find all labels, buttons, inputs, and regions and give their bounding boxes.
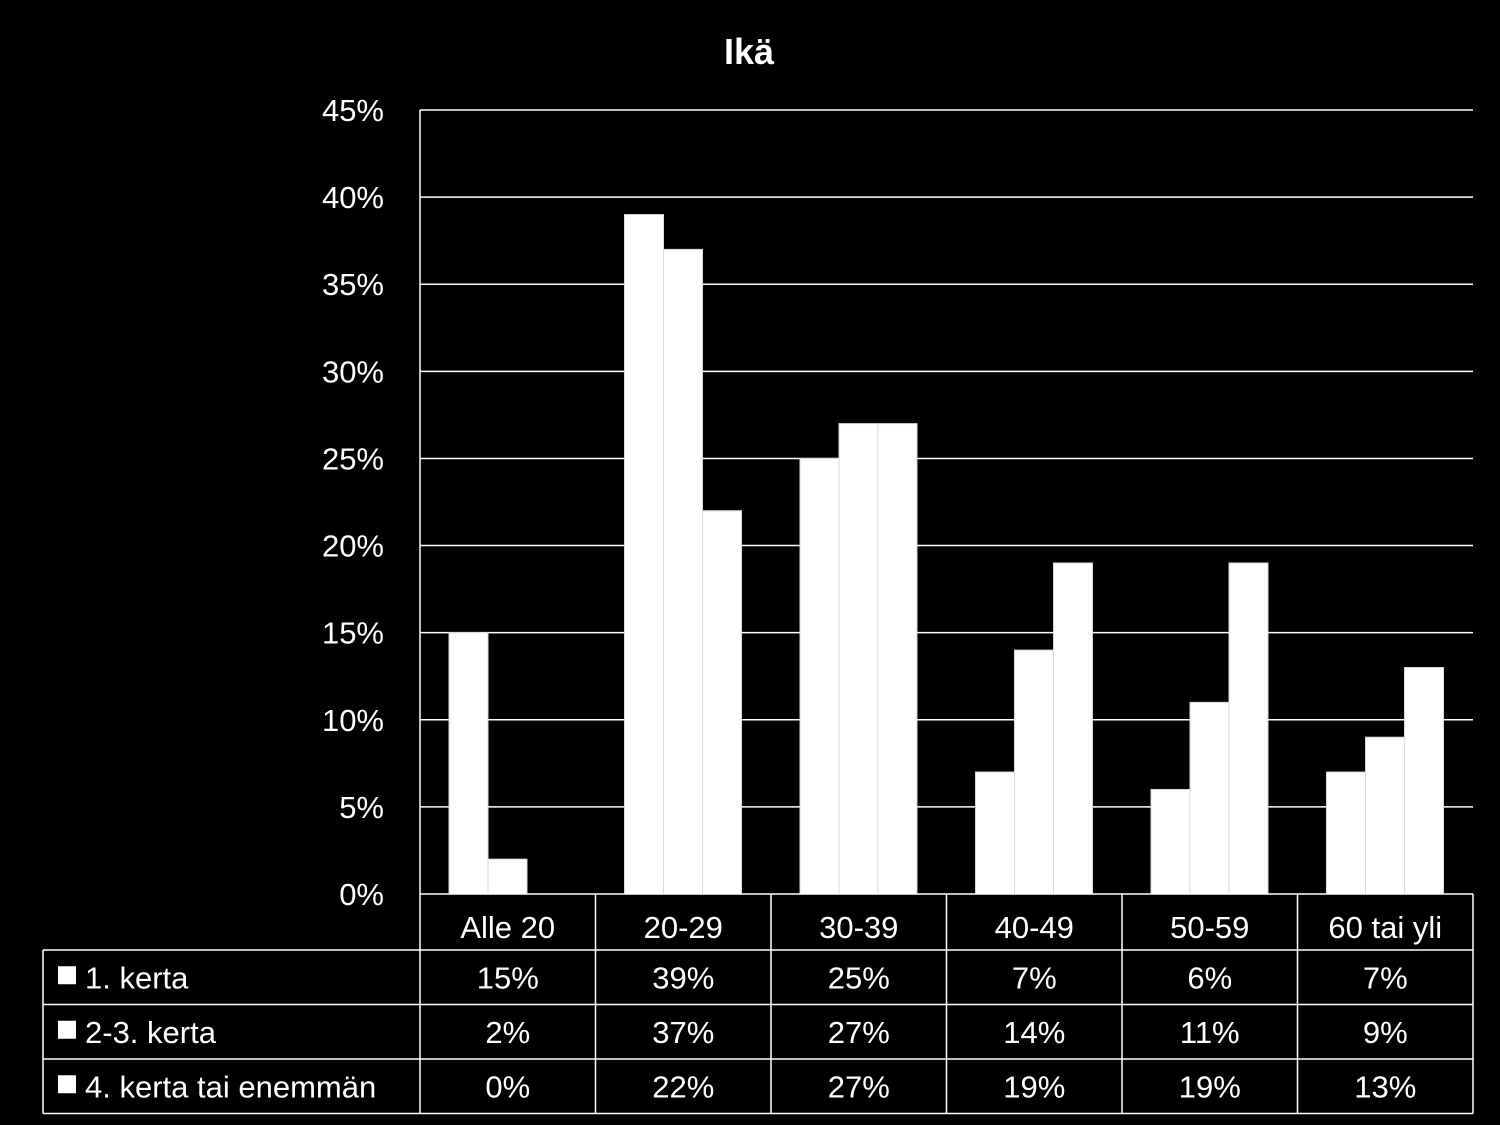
bar	[702, 510, 742, 895]
x-tick-label: Alle 20	[460, 910, 555, 945]
data-label: 7%	[1363, 960, 1408, 995]
legend-swatch	[58, 1020, 76, 1039]
x-tick-label: 50-59	[1170, 910, 1249, 945]
bar	[624, 214, 664, 895]
x-tick-label: 20-29	[644, 910, 723, 945]
chart-title: Ikä	[724, 31, 775, 72]
y-tick-label: 45%	[322, 93, 384, 128]
data-label: 27%	[828, 1069, 890, 1104]
series-label: 1. kerta	[85, 960, 189, 995]
bar	[838, 423, 879, 895]
data-label: 25%	[828, 960, 890, 995]
bar	[1326, 771, 1366, 895]
bar	[1150, 788, 1191, 895]
y-tick-label: 40%	[322, 180, 384, 215]
data-label: 9%	[1363, 1015, 1408, 1050]
series-label: 2-3. kerta	[85, 1015, 217, 1050]
legend-swatch	[58, 966, 76, 985]
y-tick-label: 0%	[339, 877, 384, 912]
gridlines	[420, 109, 1473, 808]
y-tick-label: 15%	[322, 616, 384, 651]
data-label: 0%	[485, 1069, 530, 1104]
x-tick-label: 30-39	[819, 910, 898, 945]
bar	[448, 632, 489, 895]
y-tick-label: 30%	[322, 354, 384, 389]
data-label: 37%	[652, 1015, 714, 1050]
y-tick-label: 25%	[322, 441, 384, 476]
data-label: 6%	[1187, 960, 1232, 995]
data-label: 27%	[828, 1015, 890, 1050]
y-tick-label: 20%	[322, 529, 384, 564]
bar	[1189, 701, 1230, 895]
bar	[1053, 562, 1093, 895]
data-table: Alle 20 20-29 30-39 40-49 50-59 60 tai yli 1. …	[42, 893, 1474, 1115]
data-label: 19%	[1179, 1069, 1241, 1104]
data-label: 13%	[1354, 1069, 1416, 1104]
y-axis: 0% 5% 10% 15% 20% 25% 30% 35% 40% 45%	[322, 93, 421, 912]
bar	[877, 423, 918, 895]
bar	[1228, 562, 1269, 895]
x-tick-label: 40-49	[995, 910, 1074, 945]
bar	[487, 858, 528, 895]
y-tick-label: 5%	[339, 790, 384, 825]
data-label: 15%	[477, 960, 539, 995]
data-label: 14%	[1003, 1015, 1065, 1050]
bars	[448, 214, 1444, 895]
bar	[1404, 667, 1444, 895]
bar	[975, 771, 1015, 895]
data-label: 7%	[1012, 960, 1057, 995]
data-label: 19%	[1003, 1069, 1065, 1104]
data-label: 22%	[652, 1069, 714, 1104]
bar	[1014, 649, 1054, 895]
data-label: 11%	[1180, 1015, 1240, 1050]
x-tick-label: 60 tai yli	[1328, 910, 1442, 945]
bar	[799, 457, 840, 895]
bar	[1365, 736, 1405, 895]
y-tick-label: 35%	[322, 267, 384, 302]
legend-swatch	[58, 1075, 76, 1094]
series-label: 4. kerta tai enemmän	[85, 1069, 376, 1104]
data-label: 39%	[652, 960, 714, 995]
y-tick-label: 10%	[322, 703, 384, 738]
data-label: 2%	[485, 1015, 530, 1050]
bar	[663, 248, 703, 895]
